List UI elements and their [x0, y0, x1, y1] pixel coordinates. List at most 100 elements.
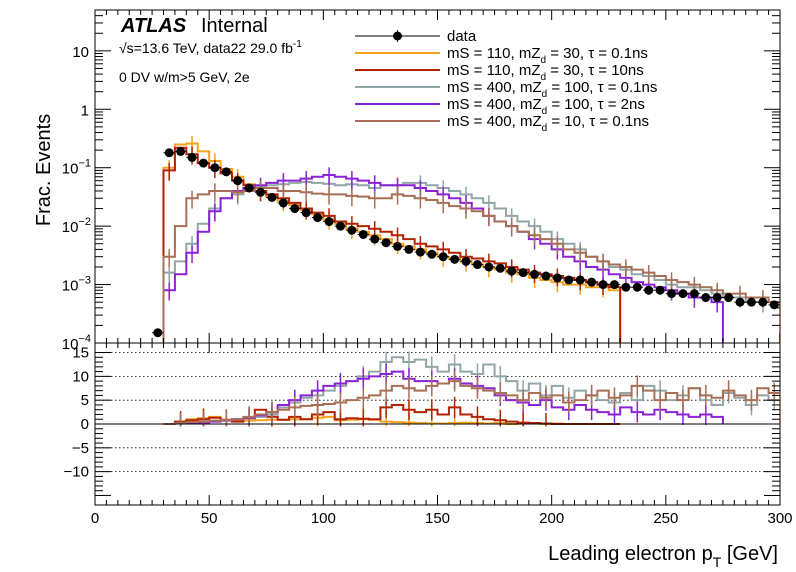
data-point: [587, 277, 597, 287]
y-axis-label: Frac. Events: [33, 114, 55, 226]
data-point: [370, 234, 380, 244]
data-point: [667, 289, 677, 299]
data-point: [233, 176, 243, 186]
data-point: [221, 167, 231, 177]
data-point: [621, 282, 631, 292]
top-y-tick-base: 10: [62, 161, 79, 178]
data-points-group: [152, 146, 780, 338]
top-y-tick-label: 10: [72, 44, 89, 61]
top-y-tick-label: 10−2: [62, 216, 91, 236]
x-tick-label: 150: [425, 510, 450, 527]
data-point: [541, 271, 551, 281]
data-point: [724, 293, 734, 303]
data-point: [176, 146, 186, 156]
x-axis-label: Leading electron pT [GeV]: [548, 543, 778, 570]
data-point: [644, 285, 654, 295]
legend-series-0-name: mS = 110, mZ: [447, 45, 541, 62]
legend-series-2-rest: = 100, τ = 0.1ns: [547, 79, 657, 96]
data-point: [450, 254, 460, 264]
x-tick-label: 200: [539, 510, 564, 527]
data-point: [552, 273, 562, 283]
top-y-tick-label: 10−3: [62, 275, 91, 295]
atlas-label: ATLAS: [120, 15, 187, 37]
data-point: [655, 285, 665, 295]
data-point: [381, 238, 391, 248]
x-tick-label: 250: [653, 510, 678, 527]
legend-series-3-name: mS = 400, mZ: [447, 96, 542, 113]
data-point: [164, 148, 174, 158]
top-y-tick-exp: −4: [78, 333, 91, 345]
data-point: [404, 244, 414, 254]
data-point: [530, 269, 540, 279]
legend-series-4-name: mS = 400, mZ: [447, 113, 542, 130]
legend-series-4-sub: d: [542, 123, 548, 134]
tick-labels-group: 0 50 100 150 200 250 30010110−110−210−310−4151…: [62, 44, 793, 527]
data-point: [746, 297, 756, 307]
data-point: [758, 297, 768, 307]
legend-series-2-sub: d: [542, 89, 548, 100]
data-point: [347, 225, 357, 235]
internal-label: Internal: [201, 15, 268, 37]
legend-series-2-label: mS = 400, mZd = 100, τ = 0.1ns: [447, 79, 657, 100]
data-point: [712, 293, 722, 303]
data-point: [301, 208, 311, 218]
x-tick-label: 50: [201, 510, 218, 527]
legend-series-3-sub: d: [542, 106, 548, 117]
data-point: [324, 217, 334, 227]
data-point: [598, 280, 608, 290]
x-axis-label-unit: [GeV]: [721, 543, 778, 565]
x-axis-label-sub: T: [713, 554, 722, 570]
legend-series-3-rest: = 100, τ = 2ns: [547, 96, 645, 113]
data-point: [210, 163, 220, 173]
legend-data-label: data: [447, 28, 477, 45]
data-point: [507, 266, 517, 276]
data-point: [564, 275, 574, 285]
ratio-y-tick-label: −10: [64, 464, 89, 481]
x-axis-label-main: Leading electron p: [548, 543, 713, 565]
ratio-y-tick-label: 0: [81, 416, 89, 433]
axis-ticks-group: [94, 9, 781, 505]
top-y-tick-exp: −1: [78, 158, 91, 170]
data-point: [518, 268, 528, 278]
data-point: [678, 289, 688, 299]
legend-series-1-rest: = 30, τ = 10ns: [546, 62, 644, 79]
legend-data-marker: [393, 31, 402, 41]
data-point: [153, 328, 163, 338]
data-point: [278, 198, 288, 208]
ratio-series-group: [95, 351, 780, 427]
top-y-tick-exp: −2: [78, 216, 91, 228]
data-point: [689, 289, 699, 299]
data-point: [256, 187, 266, 197]
series-4-ratio: [163, 380, 780, 425]
data-point: [244, 183, 254, 193]
top-y-tick-base: 10: [62, 278, 79, 295]
series-4-histogram: [162, 186, 780, 343]
legend-series-0-sub: d: [541, 55, 547, 66]
data-point: [484, 262, 494, 272]
data-point: [461, 256, 471, 266]
data-point: [632, 282, 642, 292]
data-point: [609, 280, 619, 290]
data-point: [735, 297, 745, 307]
top-y-tick-label: 10−1: [62, 158, 91, 178]
ratio-y-tick-label: 15: [72, 345, 89, 362]
top-y-tick-base: 10: [62, 219, 79, 236]
x-tick-label: 300: [767, 510, 792, 527]
data-point: [335, 221, 345, 231]
data-point: [495, 263, 505, 273]
ratio-y-tick-label: 10: [72, 368, 89, 385]
data-point: [198, 158, 208, 168]
ratio-y-tick-label: −5: [72, 440, 89, 457]
data-point: [472, 260, 482, 270]
legend-series-4-rest: = 10, τ = 0.1ns: [547, 113, 649, 130]
data-point: [427, 249, 437, 259]
lumi-unit-sup: -1: [293, 39, 302, 50]
legend-series-3-label: mS = 400, mZd = 100, τ = 2ns: [447, 96, 645, 117]
legend-series-0-rest: = 30, τ = 0.1ns: [546, 45, 648, 62]
data-point: [358, 229, 368, 239]
x-tick-label: 0: [91, 510, 99, 527]
data-point: [438, 252, 448, 262]
legend-series-0-label: mS = 110, mZd = 30, τ = 0.1ns: [447, 45, 648, 66]
data-point: [575, 275, 585, 285]
